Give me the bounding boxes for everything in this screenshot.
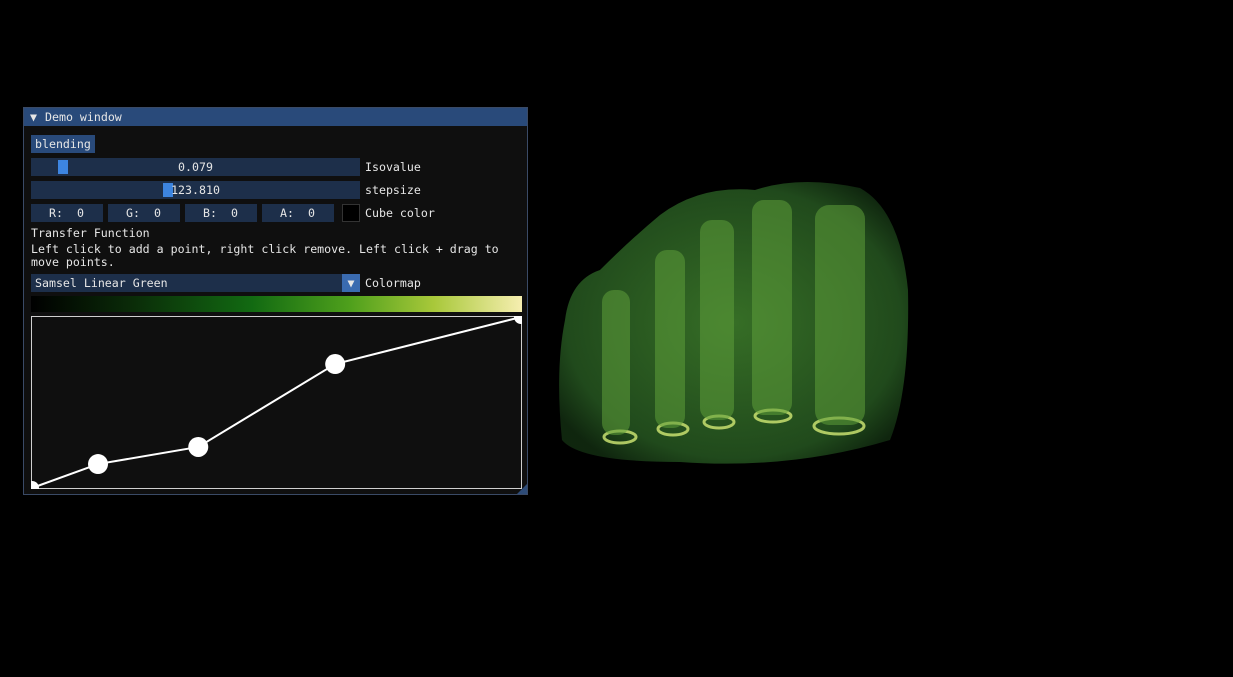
control-point[interactable] [88,454,109,475]
isovalue-slider[interactable]: 0.079 [31,158,360,176]
color-field[interactable]: G: 0 [108,204,180,222]
slider-grab[interactable] [58,160,68,174]
color-field[interactable]: R: 0 [31,204,103,222]
resize-grip[interactable] [517,484,527,494]
slider-value: 0.079 [178,160,213,174]
control-point[interactable] [188,436,209,457]
editor-frame [31,316,522,489]
demo-window: ▼ Demo window blending 0.079 Isovalue 12… [23,107,528,495]
transfer-function-editor[interactable] [31,316,522,489]
combo-label: Colormap [365,276,421,290]
color-field[interactable]: B: 0 [185,204,257,222]
field-label: B: [203,206,217,220]
control-point[interactable] [514,316,522,324]
title-bar[interactable]: ▼ Demo window [24,108,527,126]
volume-render [559,181,909,464]
combo-value: Samsel Linear Green [35,276,168,290]
slider-label: Isovalue [365,160,421,174]
control-point[interactable] [325,354,346,375]
field-value: 0 [77,206,84,220]
color-field[interactable]: A: 0 [262,204,334,222]
slider-grab[interactable] [163,183,173,197]
color-swatch[interactable] [342,204,360,222]
color-label: Cube color [365,206,435,220]
blending-button[interactable]: blending [31,135,95,153]
window-title: Demo window [45,110,122,124]
collapse-arrow[interactable]: ▼ [30,110,37,124]
colormap-bar [31,296,522,312]
stepsize-slider[interactable]: 123.810 [31,181,360,199]
slider-label: stepsize [365,183,421,197]
field-label: R: [49,206,63,220]
field-label: A: [280,206,294,220]
control-point[interactable] [31,481,39,489]
instructions: Left click to add a point, right click r… [31,242,499,269]
section-heading: Transfer Function [31,226,150,240]
slider-value: 123.810 [171,183,220,197]
field-value: 0 [308,206,315,220]
colormap-combo[interactable]: Samsel Linear Green ▼ [31,274,360,292]
field-label: G: [126,206,140,220]
combo-arrow[interactable]: ▼ [342,274,360,292]
field-value: 0 [154,206,161,220]
field-value: 0 [231,206,238,220]
